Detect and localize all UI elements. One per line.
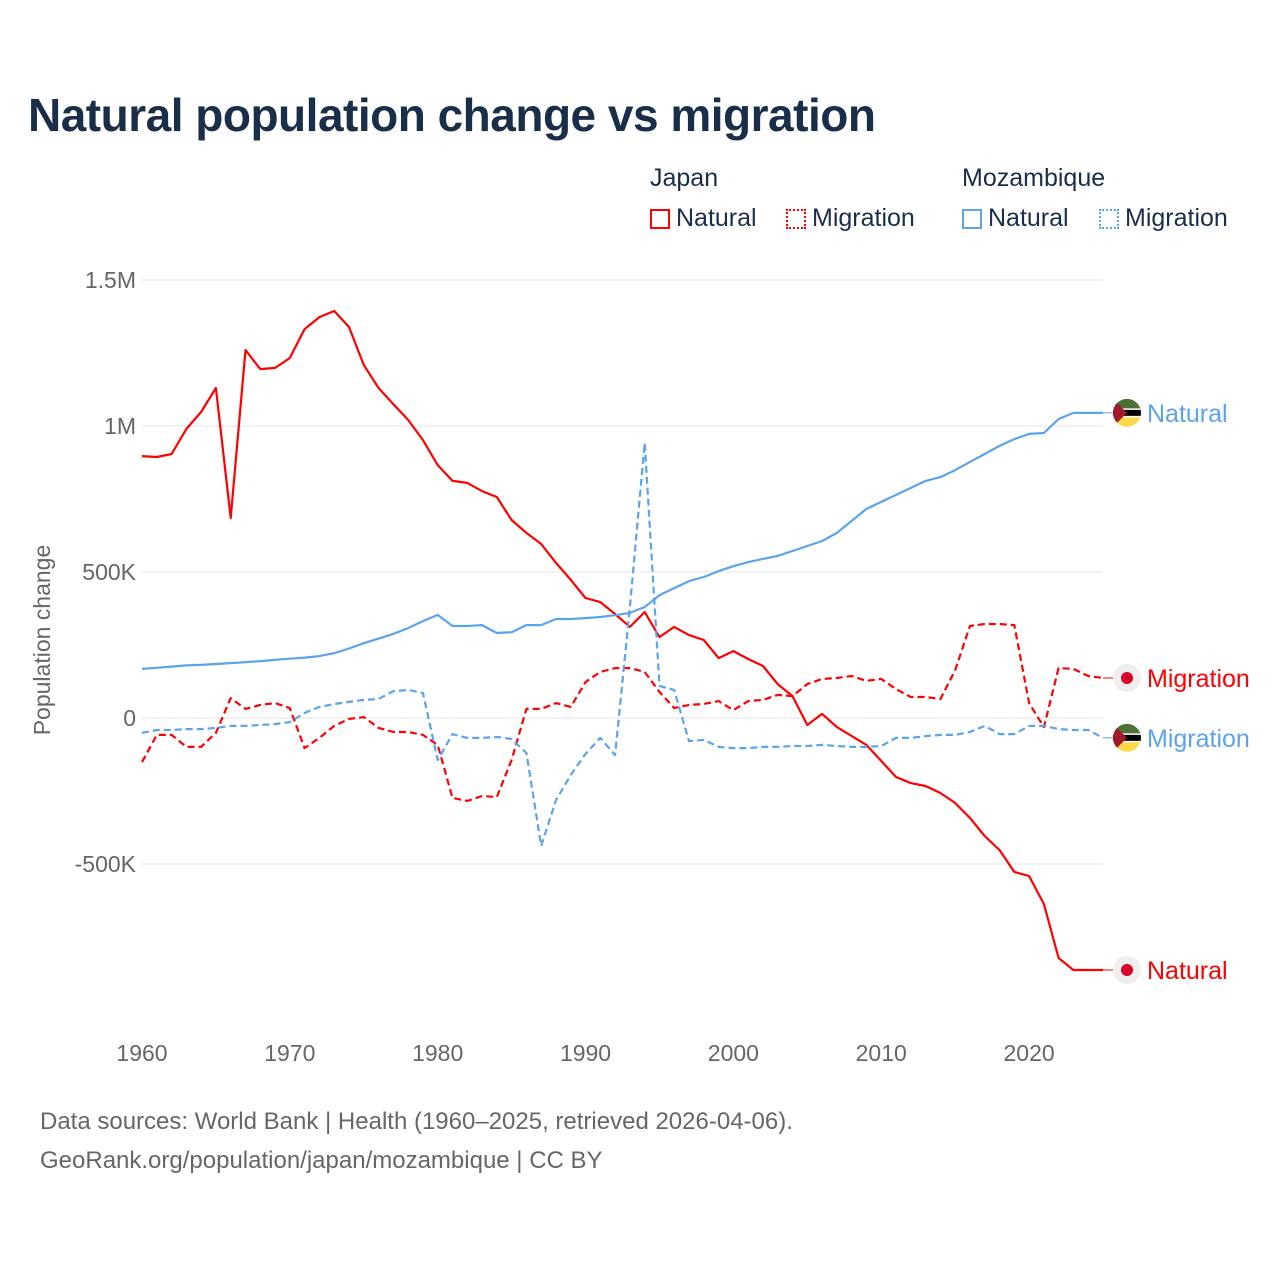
flag-white (1113, 733, 1141, 735)
flag-green (1113, 723, 1141, 734)
source-line-1: Data sources: World Bank | Health (1960–… (40, 1108, 793, 1135)
end-label-mozambique-migration: Migration (1147, 725, 1250, 753)
series-line-mozambique-migration (141, 441, 1104, 848)
flag-green (1113, 398, 1141, 409)
x-tick-label: 2000 (708, 1040, 759, 1066)
chart-title: Natural population change vs migration (28, 89, 876, 141)
legend-label: Natural (676, 204, 757, 232)
japan-flag-icon (1113, 955, 1141, 984)
x-tick-label: 1960 (116, 1040, 167, 1066)
legend-label: Natural (988, 204, 1069, 232)
x-tick-label: 2010 (856, 1040, 907, 1066)
legend-item-japan-migration[interactable]: Migration (786, 204, 915, 233)
x-tick-label: 2020 (1003, 1040, 1054, 1066)
flag-yellow (1113, 417, 1141, 427)
end-label-japan-migration: Migration (1147, 665, 1250, 693)
series-line-japan-natural (141, 309, 1103, 972)
legend-item-japan-natural[interactable]: Natural (650, 204, 757, 233)
end-label-japan-natural: Natural (1147, 957, 1228, 985)
y-axis-label: Population change (29, 545, 55, 736)
y-tick-label: 0 (123, 705, 136, 731)
legend-label: Migration (1125, 204, 1228, 232)
flag-body (1113, 398, 1141, 427)
legend-label: Migration (812, 204, 915, 232)
legend-swatch-dotted (1099, 208, 1119, 229)
legend-item-mozambique-natural[interactable]: Natural (962, 204, 1069, 233)
end-label-mozambique-natural: Natural (1147, 400, 1228, 428)
legend-group-mozambique: Mozambique (962, 164, 1106, 192)
source-line-2[interactable]: GeoRank.org/population/japan/mozambique … (40, 1147, 603, 1174)
series-line-mozambique-natural (141, 411, 1103, 670)
flag-yellow (1113, 742, 1141, 752)
legend-swatch-solid (650, 208, 670, 229)
japan-flag-icon (1113, 663, 1141, 692)
flag-triangle (1113, 398, 1127, 427)
flag-white (1113, 408, 1141, 410)
flag-body (1113, 723, 1141, 752)
flag-sun (1121, 963, 1133, 976)
y-tick-label: 1M (104, 413, 136, 439)
y-tick-label: 1.5M (85, 267, 136, 293)
y-tick-label: 500K (82, 559, 136, 585)
flag-triangle (1113, 723, 1127, 752)
legend-swatch-dotted (786, 208, 806, 229)
x-tick-label: 1970 (264, 1040, 315, 1066)
flag-white (1113, 415, 1141, 418)
flag-white (1113, 740, 1141, 743)
legend-group-japan: Japan (650, 164, 719, 192)
legend-swatch-solid (962, 208, 982, 229)
series-line-japan-migration (141, 622, 1104, 803)
y-tick-label: -500K (75, 851, 137, 877)
mozambique-flag-icon (1113, 398, 1141, 427)
mozambique-flag-icon (1113, 723, 1141, 752)
legend-item-mozambique-migration[interactable]: Migration (1099, 204, 1228, 233)
x-tick-label: 1990 (560, 1040, 611, 1066)
x-tick-label: 1980 (412, 1040, 463, 1066)
flag-sun (1121, 671, 1133, 684)
